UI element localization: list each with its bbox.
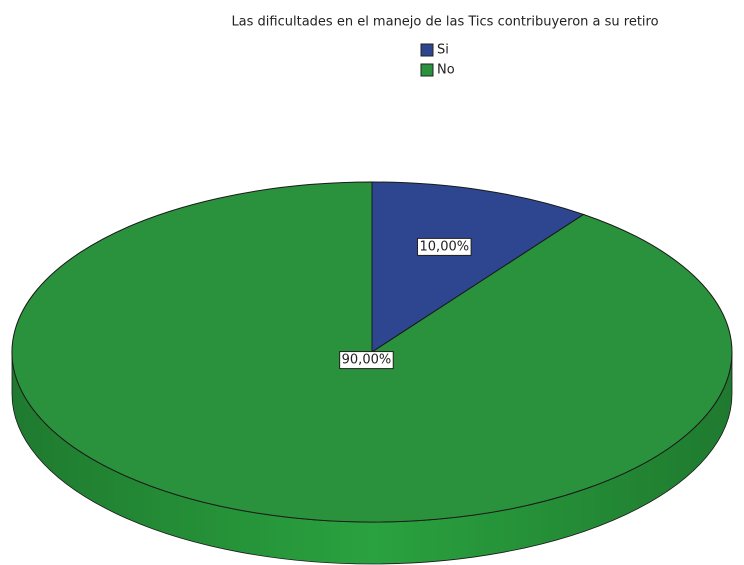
data-label-box [417,237,472,256]
data-label-text: 90,00% [342,353,392,368]
legend-swatch [420,43,434,57]
pie-slice [371,181,585,353]
chart-title: Las dificultades en el manejo de las Tic… [231,15,658,30]
data-label: 10,00% [417,237,472,256]
legend-label: No [437,63,455,78]
legend-swatch [420,63,434,77]
data-label-box [339,351,394,370]
legend-label: Si [437,43,449,58]
data-label-text: 10,00% [420,239,470,254]
data-label: 90,00% [339,351,394,370]
